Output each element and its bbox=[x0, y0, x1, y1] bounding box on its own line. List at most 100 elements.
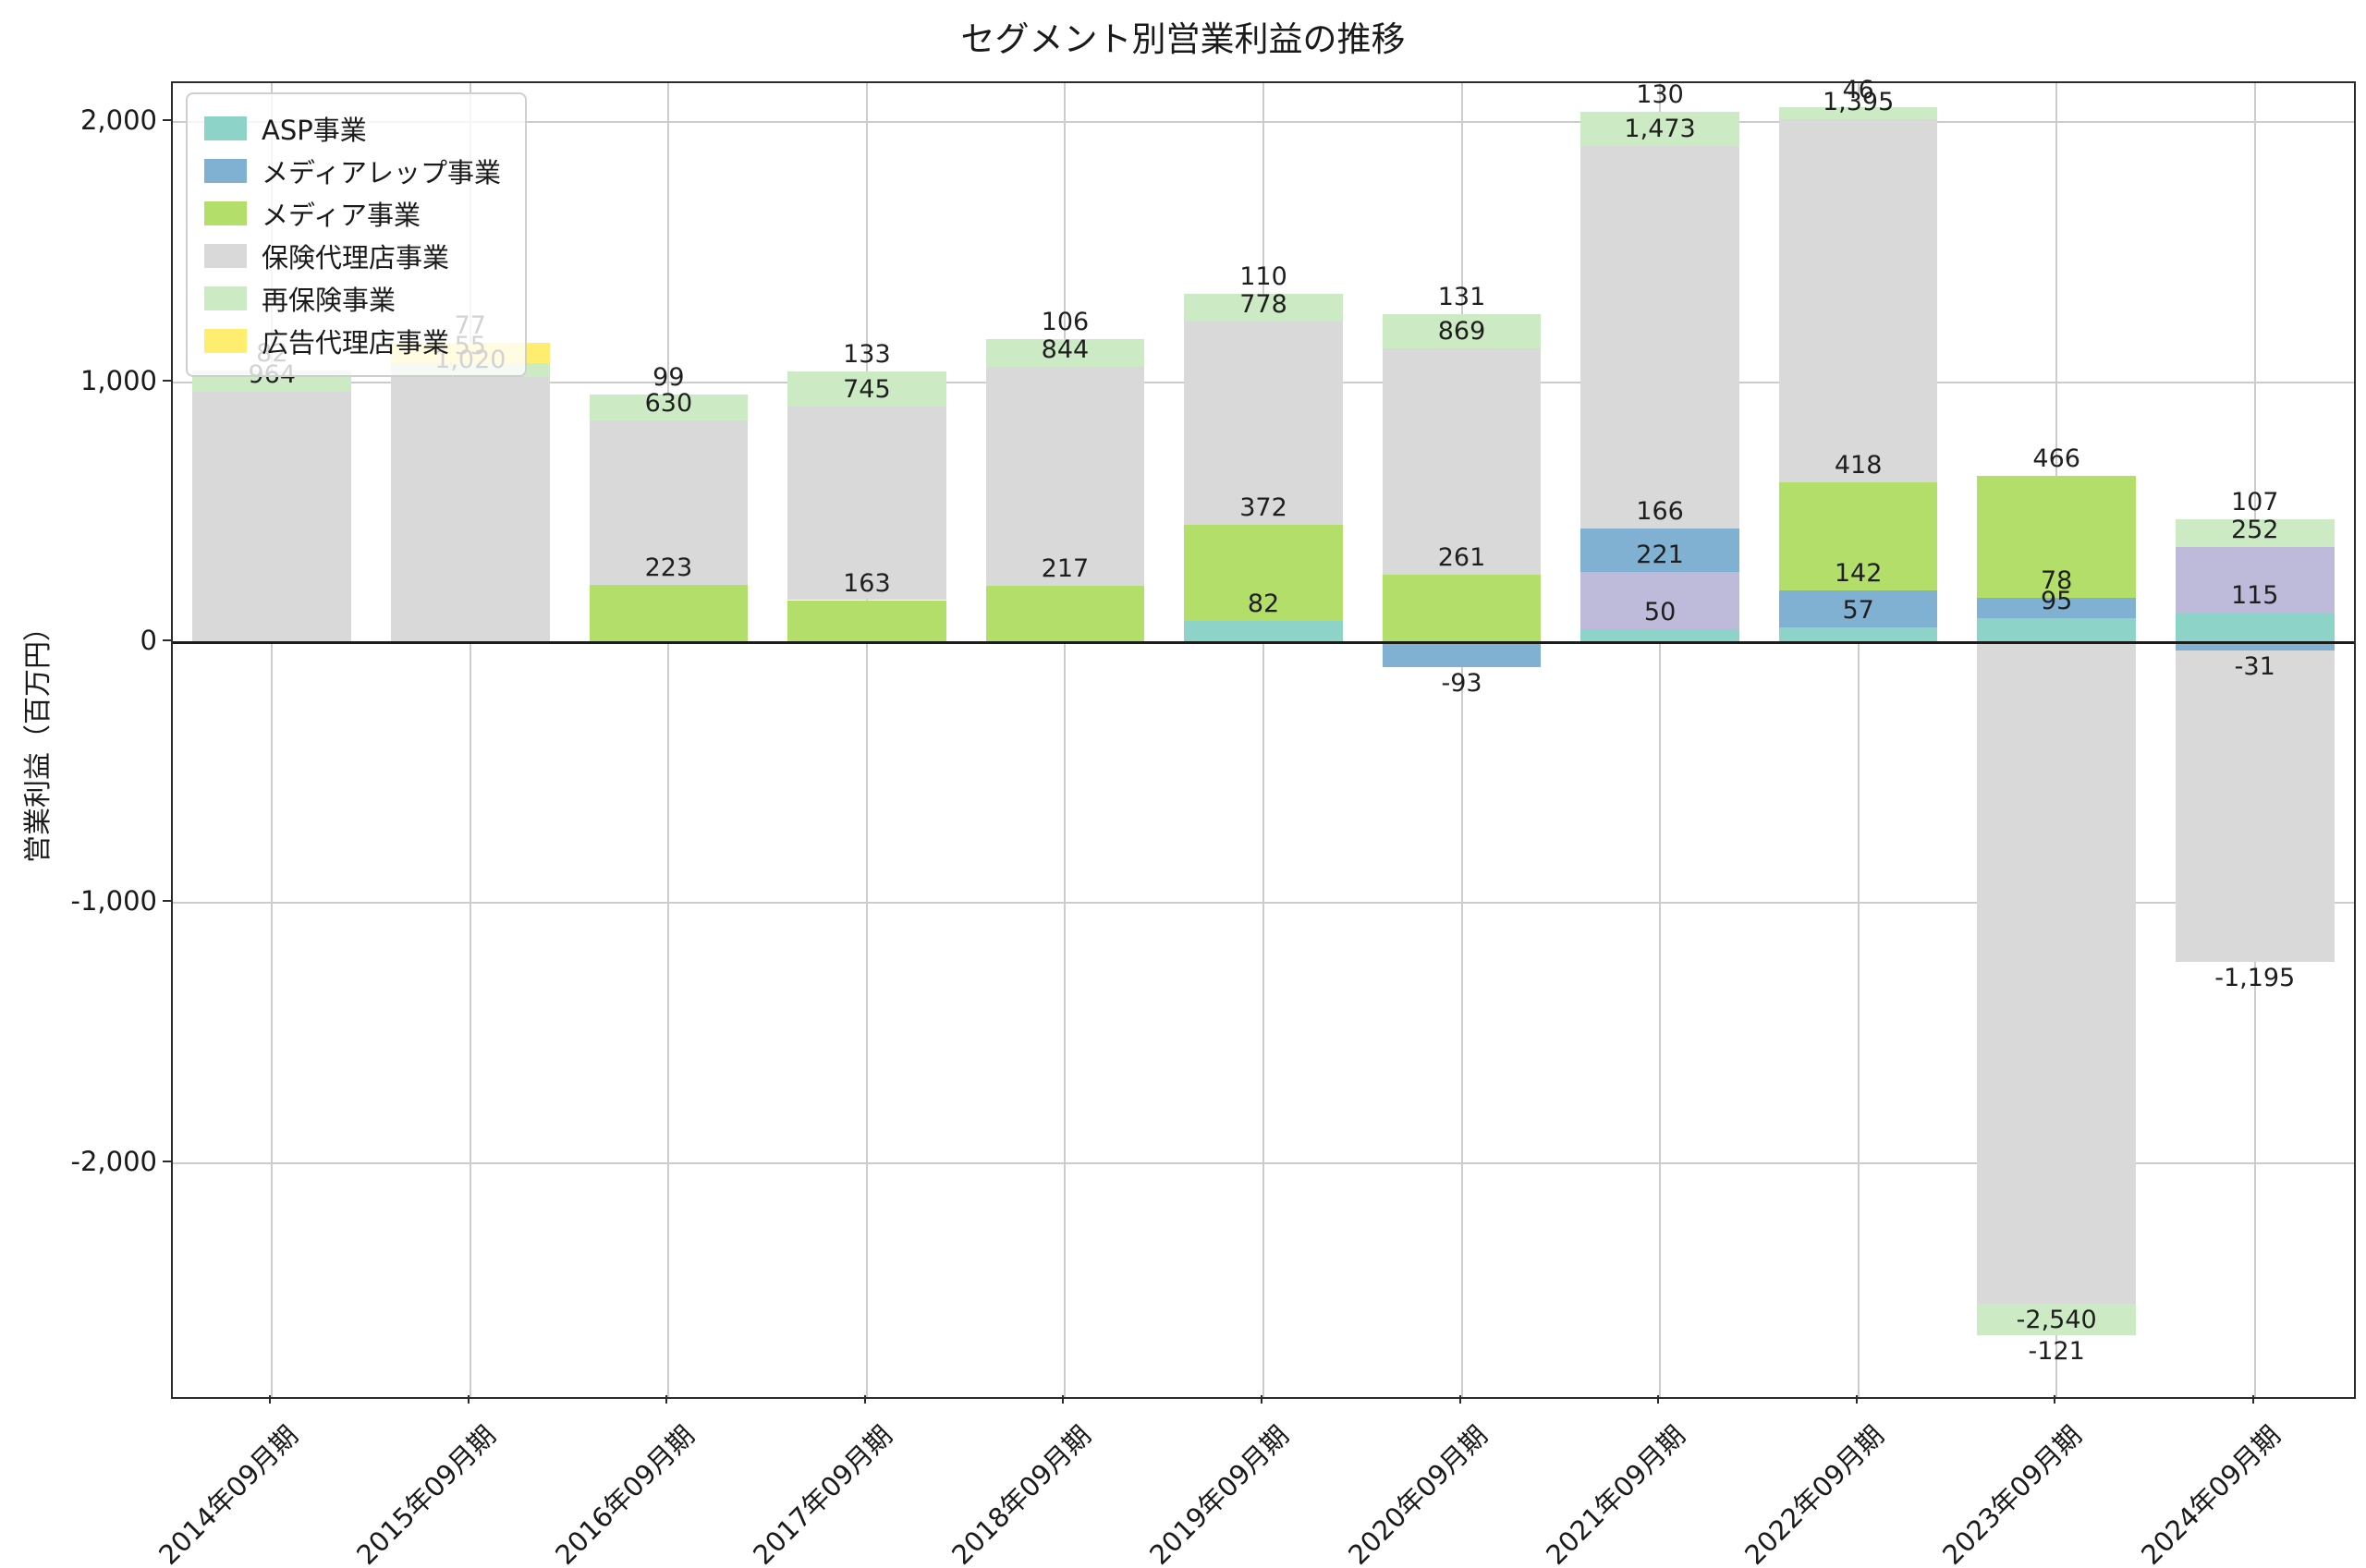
bar-value-label: 99 bbox=[652, 363, 685, 393]
x-tick-label: 2018年09月期 bbox=[945, 1419, 1097, 1568]
bar-segment bbox=[2175, 613, 2335, 643]
y-tick-label: 2,000 bbox=[79, 104, 157, 137]
bar-segment bbox=[1184, 621, 1343, 643]
bar-segment bbox=[2175, 642, 2335, 651]
zero-axis-line bbox=[173, 641, 2354, 645]
bar-segment bbox=[1580, 572, 1739, 630]
bar-segment bbox=[192, 391, 352, 643]
bar-segment bbox=[391, 377, 550, 643]
gridline-vertical bbox=[1460, 83, 1463, 1397]
legend-swatch bbox=[204, 244, 247, 268]
bar-value-label: 110 bbox=[1239, 261, 1287, 291]
legend-item-label: ASP事業 bbox=[262, 115, 367, 146]
bar-value-label: 50 bbox=[1643, 598, 1677, 627]
gridline-vertical bbox=[271, 83, 274, 1397]
x-tick-label: 2022年09月期 bbox=[1738, 1419, 1890, 1568]
chart-title: セグメント別営業利益の推移 bbox=[960, 19, 1406, 59]
legend-swatch bbox=[204, 159, 247, 183]
bar-value-label: 131 bbox=[1437, 283, 1486, 312]
y-tick-label: -2,000 bbox=[70, 1145, 158, 1177]
legend-item-label: メディア事業 bbox=[262, 200, 421, 231]
bar-value-label: 745 bbox=[843, 374, 891, 404]
bar-segment bbox=[1778, 106, 1938, 119]
bar-segment bbox=[787, 371, 946, 407]
bar-segment bbox=[2175, 547, 2335, 614]
bar-segment bbox=[2175, 518, 2335, 548]
bar-segment bbox=[1382, 314, 1542, 349]
bar-value-label: 252 bbox=[2230, 516, 2279, 545]
x-tick-label: 2019年09月期 bbox=[1143, 1419, 1296, 1568]
bar-value-label: 166 bbox=[1636, 497, 1684, 527]
x-tick-label: 2023年09月期 bbox=[1936, 1419, 2089, 1568]
legend-item-label: メディアレップ事業 bbox=[262, 157, 501, 188]
bar-segment bbox=[1184, 293, 1343, 322]
bar-value-label: 142 bbox=[1834, 559, 1883, 589]
bar-segment bbox=[589, 584, 749, 643]
bar-value-label: -1,195 bbox=[2214, 963, 2296, 992]
bar-segment bbox=[1184, 322, 1343, 525]
bar-segment bbox=[1977, 642, 2136, 1304]
bar-value-label: 221 bbox=[1636, 541, 1684, 570]
bar-segment bbox=[1778, 118, 1938, 482]
bar-segment bbox=[787, 406, 946, 601]
gridline-vertical bbox=[1659, 83, 1662, 1397]
y-tick-mark bbox=[163, 379, 171, 382]
x-tick-mark bbox=[1458, 1395, 1461, 1404]
legend-item: メディア事業 bbox=[204, 192, 501, 235]
bar-value-label: 95 bbox=[2040, 586, 2073, 615]
x-tick-mark bbox=[269, 1395, 272, 1404]
plot-area: ASP事業 メディアレップ事業 メディア事業 保険代理店事業 再保険事業 広告代理店事業 … bbox=[171, 76, 2356, 1399]
bar-segment bbox=[1778, 627, 1938, 643]
bar-value-label: -2,540 bbox=[2016, 1305, 2097, 1334]
legend-item: 広告代理店事業 bbox=[204, 320, 501, 362]
bar-value-label: 1,395 bbox=[1822, 87, 1895, 116]
bar-value-label: 82 bbox=[1247, 590, 1280, 619]
x-tick-label: 2016年09月期 bbox=[548, 1419, 701, 1568]
bar-value-label: 1,473 bbox=[1624, 114, 1696, 143]
bar-segment bbox=[2175, 650, 2335, 962]
bar-value-label: -93 bbox=[1441, 668, 1482, 698]
gridline-vertical bbox=[1262, 83, 1264, 1397]
bar-segment bbox=[1580, 529, 1739, 573]
x-tick-mark bbox=[1261, 1395, 1262, 1404]
bar-segment bbox=[1184, 524, 1343, 622]
bar-value-label: 418 bbox=[1834, 450, 1883, 480]
bar-segment bbox=[1382, 642, 1542, 667]
legend-swatch bbox=[204, 329, 247, 353]
y-tick-mark bbox=[163, 1160, 171, 1162]
bar-value-label: 869 bbox=[1437, 317, 1486, 346]
legend-item-label: 広告代理店事業 bbox=[262, 327, 450, 359]
bar-segment bbox=[787, 600, 946, 643]
x-tick-label: 2015年09月期 bbox=[350, 1419, 503, 1568]
legend-swatch bbox=[204, 286, 247, 310]
legend-item-label: 保険代理店事業 bbox=[262, 242, 450, 273]
bar-value-label: 217 bbox=[1041, 554, 1090, 584]
bar-value-label: 223 bbox=[644, 553, 693, 582]
bar-value-label: 115 bbox=[2230, 581, 2279, 611]
x-tick-label: 2024年09月期 bbox=[2135, 1419, 2287, 1568]
bar-value-label: 261 bbox=[1437, 542, 1486, 572]
y-tick-label: 1,000 bbox=[79, 364, 157, 396]
bar-value-label: -121 bbox=[2028, 1336, 2085, 1366]
gridline-vertical bbox=[1857, 83, 1860, 1397]
bar-segment bbox=[985, 586, 1145, 643]
bar-value-label: -31 bbox=[2234, 652, 2275, 682]
bar-segment bbox=[1580, 111, 1739, 146]
bar-value-label: 778 bbox=[1239, 290, 1287, 320]
bar-segment bbox=[1580, 145, 1739, 529]
bar-segment bbox=[985, 338, 1145, 367]
bar-value-label: 372 bbox=[1239, 492, 1287, 522]
x-tick-mark bbox=[1855, 1395, 1858, 1404]
bar-value-label: 466 bbox=[2032, 444, 2080, 474]
bar-value-label: 106 bbox=[1041, 307, 1090, 336]
x-tick-label: 2014年09月期 bbox=[152, 1419, 304, 1568]
bar-value-label: 107 bbox=[2230, 487, 2279, 517]
legend-swatch bbox=[204, 201, 247, 225]
bar-segment bbox=[1778, 590, 1938, 628]
bar-segment bbox=[1382, 348, 1542, 575]
bar-value-label: 57 bbox=[1842, 596, 1874, 626]
gridline-vertical bbox=[469, 83, 471, 1397]
y-tick-mark bbox=[163, 119, 171, 122]
legend-item-label: 再保険事業 bbox=[262, 285, 396, 316]
